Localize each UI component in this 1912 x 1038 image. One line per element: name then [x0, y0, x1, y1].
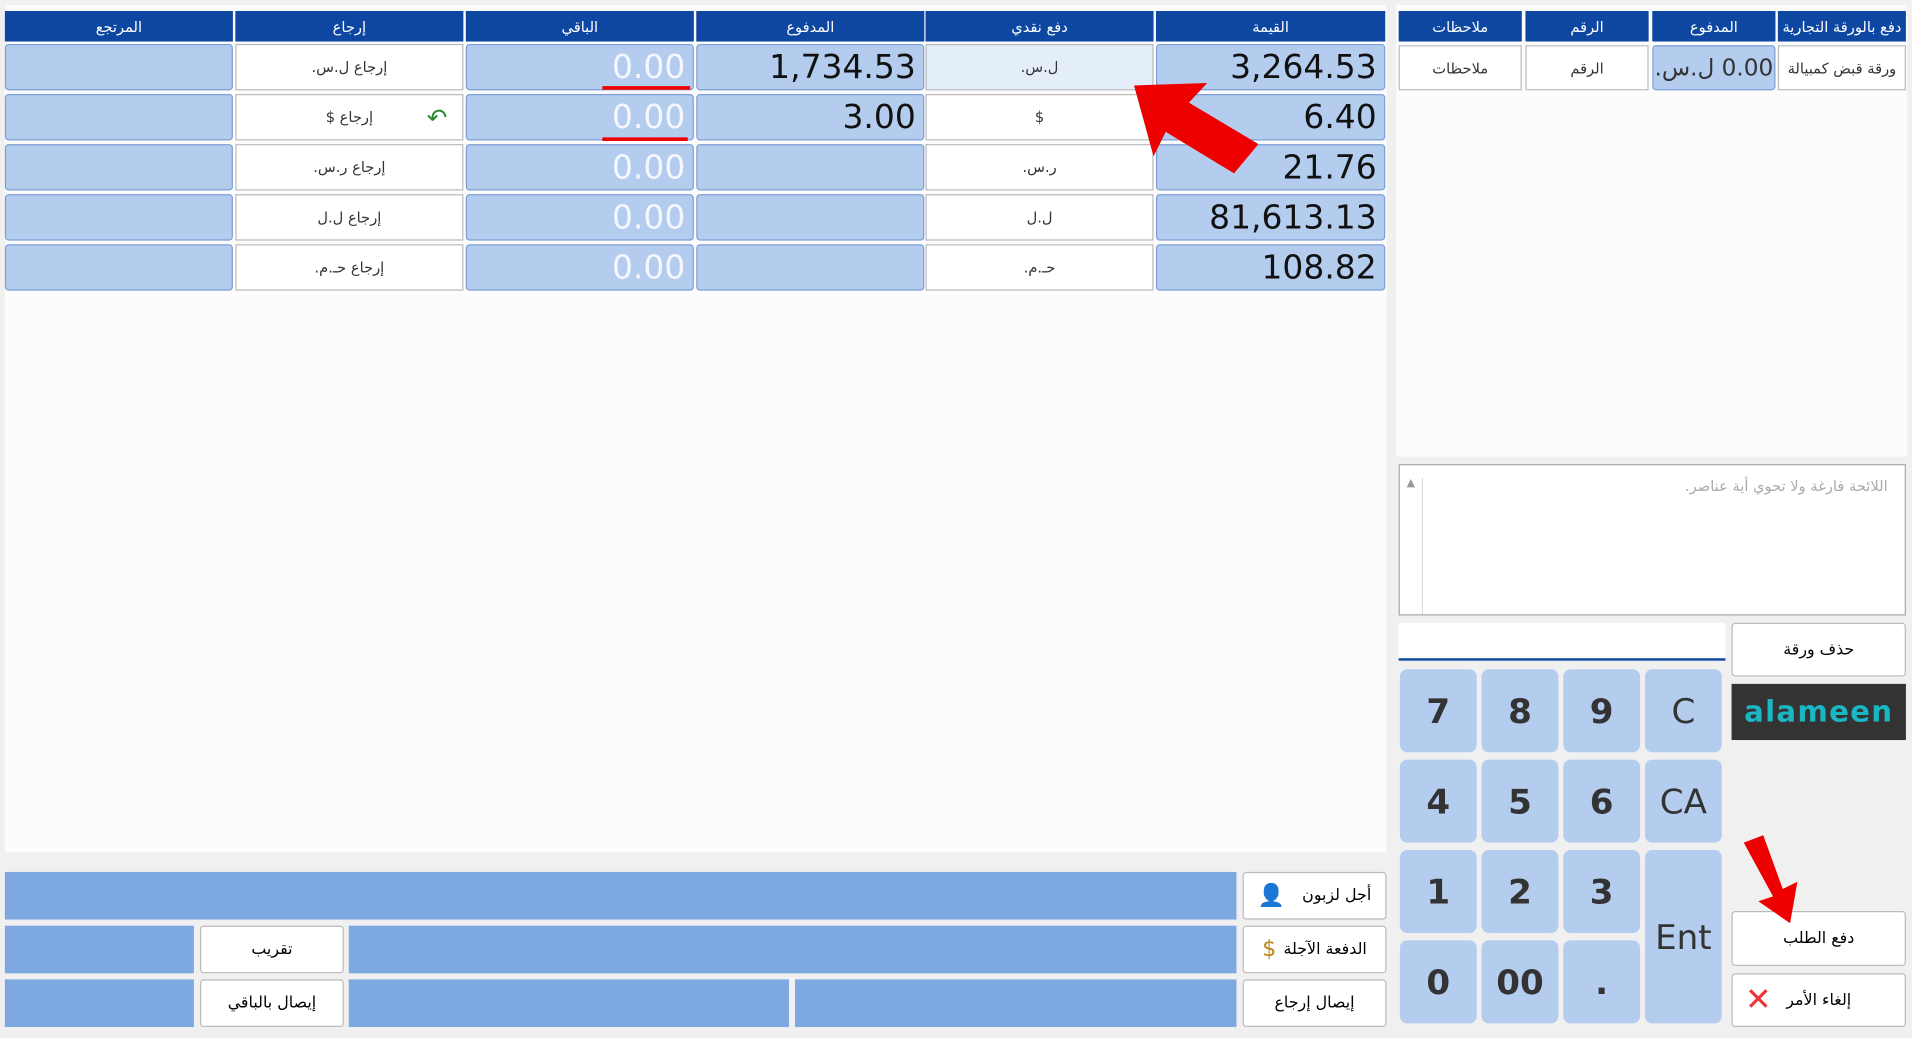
return-button[interactable]: إرجاع حـ.م. — [235, 244, 464, 291]
return-button[interactable]: إرجاع ل.ل — [235, 194, 464, 241]
cancel-label: إلغاء الأمر — [1786, 991, 1852, 1010]
column-header: ملاحظات — [1398, 10, 1522, 42]
rounding-button[interactable]: تقريب — [199, 925, 344, 974]
value-cell: 108.82 — [1155, 244, 1386, 291]
returned-cell — [4, 194, 233, 241]
icon: $ — [1262, 936, 1277, 963]
keypad-key[interactable]: 0 — [1399, 940, 1477, 1024]
returned-cell — [4, 144, 233, 191]
keypad-key[interactable]: 00 — [1481, 940, 1559, 1024]
paid-cell[interactable]: 1,734.53 — [696, 43, 925, 91]
returned-cell — [4, 244, 233, 291]
returned-cell — [4, 43, 233, 91]
pay-order-button[interactable]: دفع الطلب — [1731, 911, 1906, 966]
keypad-key[interactable]: 6 — [1563, 759, 1641, 843]
logo: alameen — [1731, 683, 1906, 741]
column-header: الباقي — [465, 10, 694, 42]
input-field[interactable] — [1398, 622, 1726, 661]
paid-cell[interactable] — [696, 244, 925, 291]
defer-customer-button[interactable]: أجل لزبون 👤 — [1242, 871, 1387, 920]
return-button[interactable]: إرجاع ر.س. — [235, 144, 464, 191]
column-header: المدفوع — [1652, 10, 1776, 42]
column-header: الرقم — [1525, 10, 1649, 42]
value-cell: 81,613.13 — [1155, 194, 1386, 241]
deferred-payment-button[interactable]: الدفعة الآجلة $ — [1242, 925, 1387, 974]
paid-cell[interactable] — [696, 144, 925, 191]
icon: 👤 — [1257, 882, 1286, 909]
summary-bar — [4, 925, 194, 974]
receipt-remaining-button[interactable]: إيصال بالباقي — [199, 979, 344, 1028]
keypad-key[interactable]: 1 — [1399, 849, 1477, 933]
column-header: دفع نقدي — [925, 10, 1154, 42]
remaining-cell: 0.00 — [465, 194, 694, 241]
column-header: المرتجع — [4, 10, 233, 42]
keypad-key[interactable]: 4 — [1399, 759, 1477, 843]
list-box: ▲ اللائحة فارغة ولا تحوي أية عناصر. — [1398, 464, 1906, 616]
keypad-key[interactable]: 3 — [1563, 849, 1641, 933]
keypad-key[interactable]: 5 — [1481, 759, 1559, 843]
remaining-cell: 0.00 — [465, 43, 694, 91]
keypad-key[interactable]: 7 — [1399, 669, 1477, 753]
column-header: القيمة — [1155, 10, 1386, 42]
keypad-key[interactable]: . — [1563, 940, 1641, 1024]
cancel-button[interactable]: إلغاء الأمر ✕ — [1731, 973, 1906, 1028]
summary-bar — [348, 925, 1237, 974]
scrollbar[interactable]: ▲ — [1400, 477, 1424, 615]
keypad-key[interactable]: CA — [1644, 759, 1722, 843]
keypad-key[interactable]: Ent — [1644, 849, 1722, 1024]
paper-cell[interactable]: ملاحظات — [1398, 45, 1522, 91]
return-icon: ↶ — [426, 102, 448, 132]
remaining-cell: 0.00 — [465, 94, 694, 141]
cancel-icon: ✕ — [1744, 981, 1772, 1019]
remaining-cell: 0.00 — [465, 244, 694, 291]
keypad-key[interactable]: 8 — [1481, 669, 1559, 753]
currency-cell[interactable]: $ — [925, 94, 1154, 141]
return-receipt-button[interactable]: إيصال إرجاع — [1242, 979, 1387, 1028]
paid-cell[interactable] — [696, 194, 925, 241]
value-cell: 6.40 — [1155, 94, 1386, 141]
summary-bar — [348, 979, 789, 1028]
value-cell: 3,264.53 — [1155, 43, 1386, 91]
return-button[interactable]: إرجاع ل.س. — [235, 43, 464, 91]
currency-cell[interactable]: ر.س. — [925, 144, 1154, 191]
summary-bar — [795, 979, 1237, 1028]
keypad-key[interactable]: 9 — [1563, 669, 1641, 753]
summary-bar — [4, 979, 194, 1028]
paper-cell[interactable]: 0.00 ل.س. — [1652, 45, 1776, 91]
value-cell: 21.76 — [1155, 144, 1386, 191]
paper-cell[interactable]: ورقة قبض كمبيالة — [1777, 45, 1906, 91]
button-label: أجل لزبون — [1302, 886, 1372, 905]
empty-list-text: اللائحة فارغة ولا تحوي أية عناصر. — [1685, 477, 1888, 495]
button-label: الدفعة الآجلة — [1283, 940, 1367, 959]
keypad-key[interactable]: C — [1644, 669, 1722, 753]
keypad-key[interactable]: 2 — [1481, 849, 1559, 933]
return-button[interactable]: إرجاع $ ↶ — [235, 94, 464, 141]
column-header: المدفوع — [696, 10, 925, 42]
currency-cell[interactable]: ل.س. — [925, 43, 1154, 91]
returned-cell — [4, 94, 233, 141]
remaining-cell: 0.00 — [465, 144, 694, 191]
column-header: دفع بالورقة التجارية — [1777, 10, 1906, 42]
column-header: إرجاع — [235, 10, 464, 42]
currency-cell[interactable]: حـ.م. — [925, 244, 1154, 291]
currency-cell[interactable]: ل.ل — [925, 194, 1154, 241]
delete-paper-button[interactable]: حذف ورقة — [1731, 622, 1906, 677]
paid-cell[interactable]: 3.00 — [696, 94, 925, 141]
summary-bar — [4, 871, 1237, 920]
paper-cell[interactable]: الرقم — [1525, 45, 1649, 91]
